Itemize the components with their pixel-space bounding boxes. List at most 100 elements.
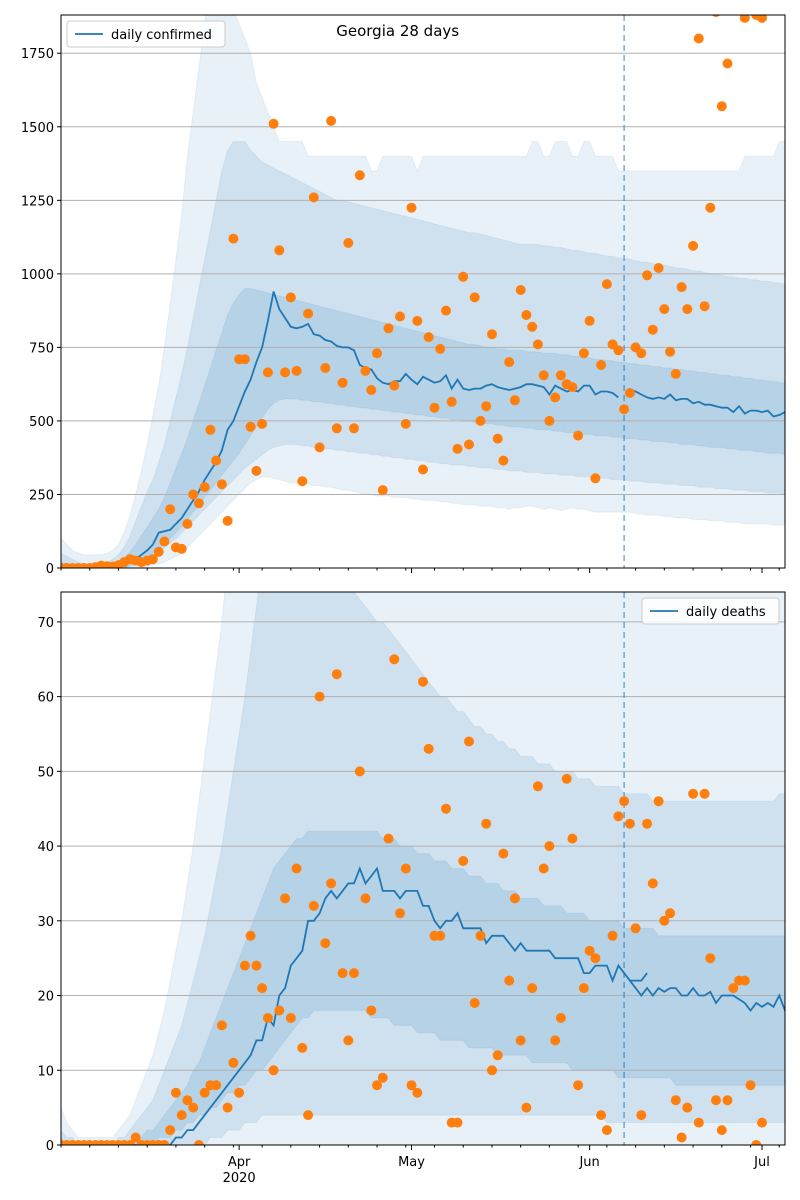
data-point [739, 975, 750, 986]
data-point [532, 339, 543, 350]
data-point [688, 788, 699, 799]
data-point [464, 736, 474, 747]
data-point [757, 15, 767, 23]
data-point [688, 240, 699, 251]
data-point [331, 423, 342, 434]
data-point [297, 476, 308, 487]
legend-label: daily deaths [686, 605, 766, 620]
data-point [624, 818, 635, 829]
legend-box [641, 597, 780, 625]
data-point [446, 396, 457, 407]
data-point [182, 1095, 193, 1106]
data-point [647, 324, 658, 335]
data-point [699, 788, 710, 799]
y-tick-label: 30 [37, 915, 54, 930]
data-point [636, 348, 647, 359]
data-point [751, 1140, 762, 1145]
data-point [601, 279, 612, 290]
chart-title: Georgia 28 days [336, 22, 459, 40]
data-point [469, 292, 480, 303]
data-point [349, 968, 359, 979]
data-point [590, 953, 601, 964]
data-point [567, 833, 578, 844]
data-point [464, 439, 474, 450]
data-point [193, 498, 204, 509]
data-point [659, 915, 670, 926]
data-point [475, 415, 486, 426]
data-point [377, 485, 388, 496]
data-point [509, 893, 520, 904]
data-point [239, 354, 250, 365]
data-point [527, 321, 538, 332]
data-point [722, 1095, 733, 1106]
data-point [642, 818, 653, 829]
data-point [653, 263, 664, 273]
data-point [746, 4, 756, 14]
data-point [320, 938, 331, 949]
data-point [624, 388, 635, 398]
y-tick-label: 500 [29, 415, 54, 430]
data-point [188, 489, 199, 500]
data-point [245, 421, 256, 432]
data-point [245, 930, 256, 941]
data-point [418, 464, 428, 475]
data-point [280, 893, 291, 904]
data-point [676, 282, 687, 293]
x-tick-label: Apr [228, 1155, 251, 1170]
data-point [481, 401, 492, 412]
data-point [199, 482, 210, 493]
y-tick-label: 1750 [21, 47, 54, 62]
data-point [314, 442, 325, 453]
data-point [515, 285, 526, 295]
y-tick-label: 40 [37, 840, 54, 855]
data-point [280, 367, 291, 378]
data-point [360, 893, 371, 904]
data-point [216, 479, 227, 490]
data-point [182, 518, 193, 529]
data-point [642, 270, 653, 281]
data-point [429, 402, 440, 413]
data-point [458, 271, 469, 282]
data-point [343, 1035, 354, 1046]
data-point [331, 669, 342, 680]
x-tick-label: Jul [753, 1155, 770, 1170]
data-point [199, 1087, 210, 1098]
plot-area [61, 4, 785, 568]
data-point [693, 33, 704, 44]
data-point [441, 305, 451, 316]
data-point [303, 1110, 314, 1121]
y-tick-label: 70 [37, 616, 54, 631]
forecast-line [629, 980, 785, 1013]
x-tick-label: Jun [578, 1155, 599, 1170]
y-tick-label: 50 [37, 765, 54, 780]
band-middle [61, 592, 785, 1145]
y-tick-label: 250 [29, 488, 54, 503]
data-point [176, 1110, 187, 1121]
y-tick-label: 0 [46, 562, 54, 577]
data-point [308, 192, 319, 203]
data-point [596, 360, 607, 370]
data-point [423, 743, 434, 754]
data-point [389, 380, 400, 391]
data-point [354, 170, 365, 181]
data-point [406, 1080, 417, 1091]
data-point [251, 465, 262, 476]
data-point [498, 455, 509, 466]
y-tick-label: 0 [46, 1139, 54, 1154]
data-point [739, 15, 750, 23]
data-point [211, 1080, 222, 1091]
data-point [521, 1102, 532, 1113]
data-point [469, 998, 480, 1008]
data-point [412, 315, 423, 326]
legend-label: daily confirmed [111, 28, 212, 43]
data-point [532, 781, 543, 792]
data-point [538, 370, 549, 381]
data-point [504, 975, 515, 986]
data-point [395, 311, 405, 322]
data-point [487, 1065, 497, 1076]
data-point [578, 983, 589, 994]
data-point [360, 365, 371, 376]
data-point [234, 1087, 245, 1098]
data-point [308, 900, 319, 911]
data-point [699, 301, 710, 312]
